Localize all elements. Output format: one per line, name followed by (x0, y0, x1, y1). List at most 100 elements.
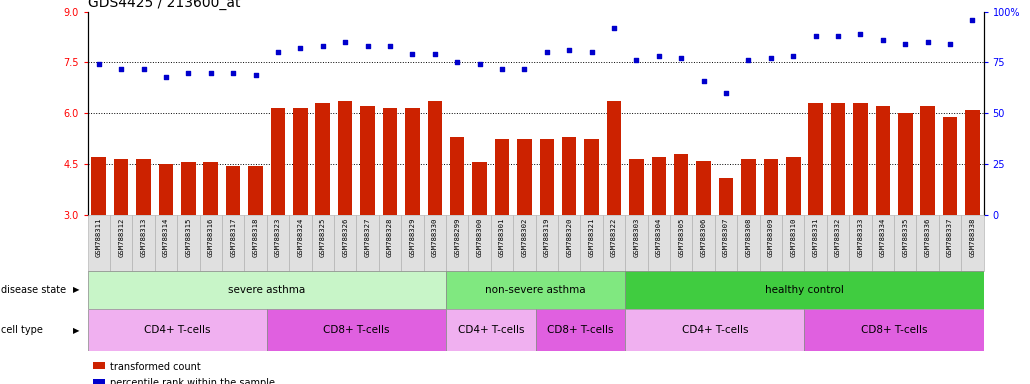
Bar (379, 215, 402, 271)
Point (606, 25, 622, 31)
Text: GSM788314: GSM788314 (163, 218, 169, 257)
Text: GSM788302: GSM788302 (521, 218, 527, 257)
Text: GSM788332: GSM788332 (835, 218, 842, 257)
Text: GSM788322: GSM788322 (611, 218, 617, 257)
Point (964, 17, 981, 23)
Point (516, 65, 533, 71)
Bar (360, 106, 375, 215)
Bar (473, 162, 487, 215)
Text: transformed count: transformed count (110, 362, 201, 372)
Bar (181, 162, 196, 215)
Bar (921, 106, 935, 215)
Bar (315, 103, 330, 215)
Text: GSM788301: GSM788301 (499, 218, 505, 257)
Point (808, 33, 824, 39)
Bar (804, 309, 984, 351)
Text: severe asthma: severe asthma (229, 285, 306, 295)
Bar (513, 215, 536, 271)
Point (785, 53, 801, 60)
Point (561, 47, 578, 53)
Text: GSM788316: GSM788316 (208, 218, 214, 257)
Bar (894, 215, 917, 271)
Bar (517, 139, 531, 215)
Text: ▶: ▶ (73, 285, 79, 295)
Bar (222, 215, 244, 271)
Text: GSM788318: GSM788318 (252, 218, 259, 257)
Bar (356, 215, 379, 271)
Bar (267, 309, 446, 351)
Bar (267, 215, 289, 271)
Bar (849, 215, 871, 271)
Text: GSM788308: GSM788308 (746, 218, 752, 257)
Point (337, 39, 353, 45)
Point (718, 90, 734, 96)
Point (247, 71, 264, 78)
Text: ▶: ▶ (73, 326, 79, 335)
Bar (652, 157, 666, 215)
Bar (961, 215, 984, 271)
Bar (603, 215, 625, 271)
Text: non-severe asthma: non-severe asthma (485, 285, 586, 295)
Point (651, 53, 667, 60)
Point (404, 51, 420, 57)
Bar (696, 161, 711, 215)
Point (293, 45, 309, 51)
Text: GSM788334: GSM788334 (880, 218, 886, 257)
Bar (88, 271, 446, 309)
Bar (763, 159, 778, 215)
Bar (204, 162, 218, 215)
Bar (648, 215, 671, 271)
Text: GSM788303: GSM788303 (633, 218, 640, 257)
Point (741, 57, 757, 63)
Text: GSM788317: GSM788317 (230, 218, 236, 257)
Point (113, 65, 130, 71)
Bar (446, 309, 536, 351)
Text: healthy control: healthy control (765, 285, 844, 295)
Bar (494, 139, 509, 215)
Point (91, 61, 107, 68)
Bar (423, 215, 446, 271)
Bar (670, 215, 692, 271)
Text: GSM788338: GSM788338 (969, 218, 975, 257)
Bar (581, 215, 603, 271)
Point (449, 59, 466, 65)
Bar (311, 215, 334, 271)
Text: GSM788321: GSM788321 (588, 218, 594, 257)
Text: GDS4425 / 213600_at: GDS4425 / 213600_at (88, 0, 240, 10)
Text: CD4+ T-cells: CD4+ T-cells (682, 325, 748, 335)
Text: cell type: cell type (1, 325, 43, 335)
Bar (625, 271, 984, 309)
Text: GSM788312: GSM788312 (118, 218, 125, 257)
Text: GSM788299: GSM788299 (454, 218, 460, 257)
Text: GSM788309: GSM788309 (767, 218, 774, 257)
Bar (159, 164, 173, 215)
Point (135, 65, 151, 71)
Text: GSM788315: GSM788315 (185, 218, 192, 257)
Text: GSM788335: GSM788335 (902, 218, 908, 257)
Bar (402, 215, 423, 271)
Bar (692, 215, 715, 271)
Bar (584, 139, 598, 215)
Bar (759, 215, 782, 271)
Bar (244, 215, 267, 271)
Bar (607, 101, 621, 215)
Bar (831, 103, 846, 215)
Text: CD4+ T-cells: CD4+ T-cells (144, 325, 210, 335)
Text: CD8+ T-cells: CD8+ T-cells (547, 325, 614, 335)
Text: GSM788327: GSM788327 (365, 218, 371, 257)
Bar (450, 137, 465, 215)
Text: GSM788310: GSM788310 (790, 218, 796, 257)
Bar (898, 113, 913, 215)
Bar (132, 215, 154, 271)
Text: GSM788319: GSM788319 (544, 218, 550, 257)
Point (426, 51, 443, 57)
Bar (853, 103, 867, 215)
Text: CD4+ T-cells: CD4+ T-cells (457, 325, 524, 335)
Bar (405, 108, 419, 215)
Point (897, 41, 914, 47)
Bar (558, 215, 581, 271)
Bar (294, 108, 308, 215)
Text: GSM788324: GSM788324 (298, 218, 304, 257)
Bar (737, 215, 759, 271)
Text: GSM788313: GSM788313 (140, 218, 146, 257)
